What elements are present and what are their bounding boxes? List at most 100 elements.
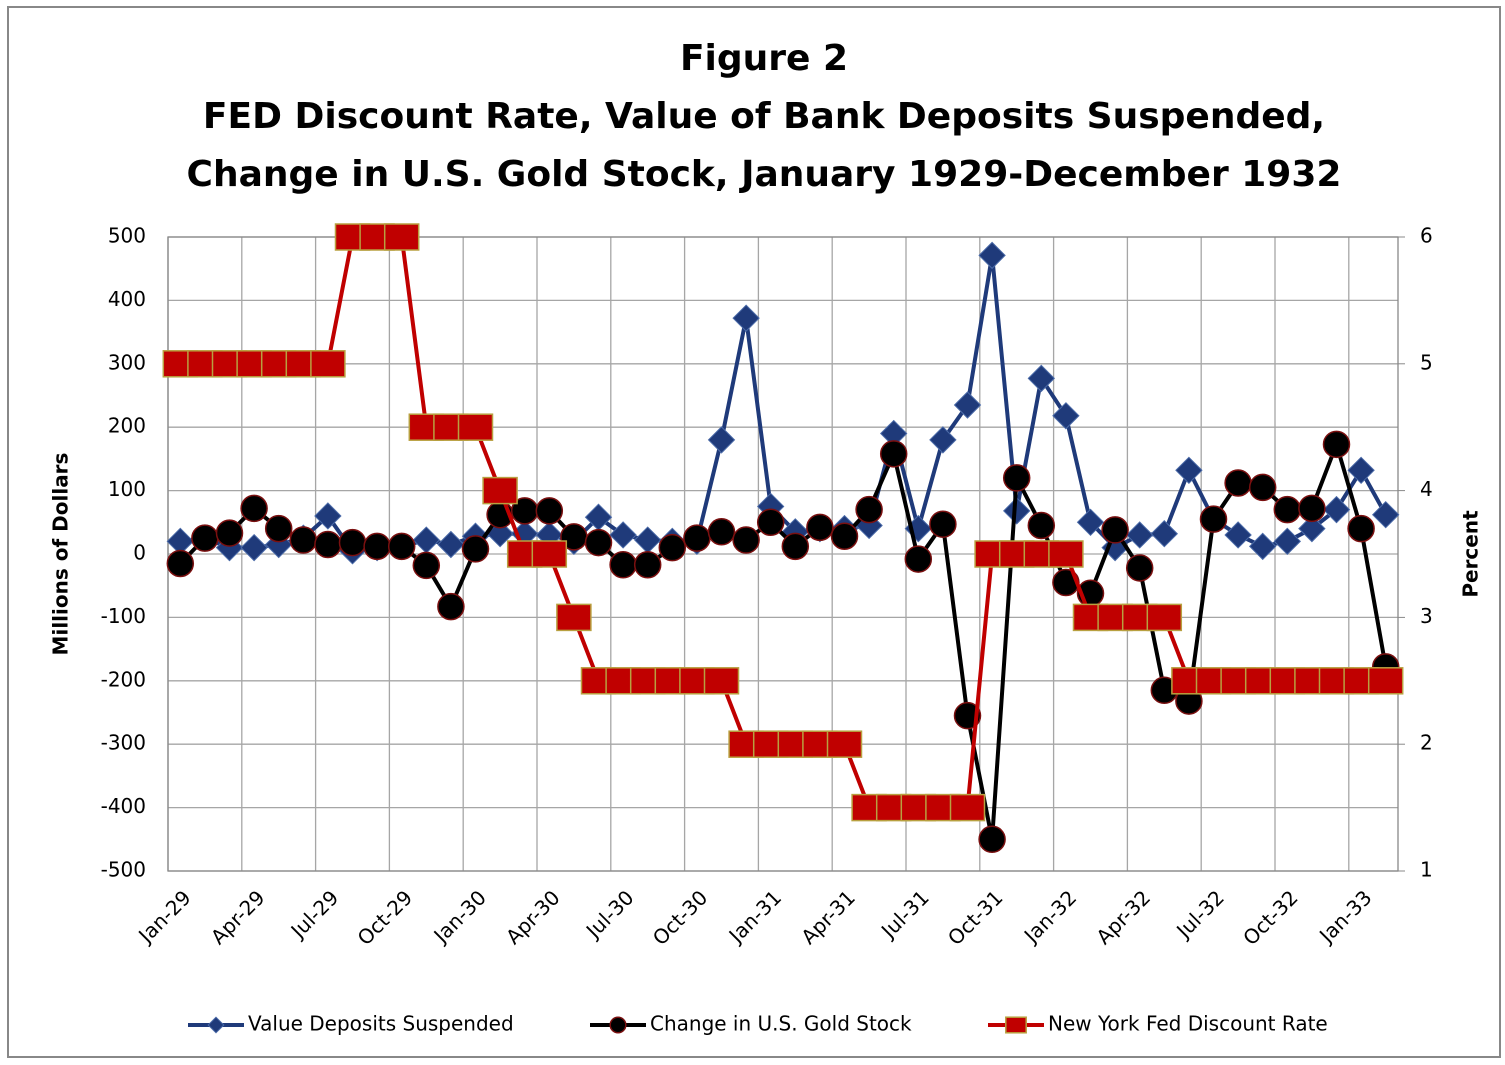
data-point	[584, 528, 613, 557]
chart-title: Figure 2	[680, 38, 848, 79]
data-point	[806, 513, 834, 542]
y-tick-label: 400	[108, 287, 146, 311]
data-point	[904, 545, 933, 573]
y2-tick-label: 4	[1420, 477, 1433, 501]
data-point	[658, 533, 687, 562]
data-point	[383, 223, 420, 251]
chart-subtitle: Change in U.S. Gold Stock, January 1929-…	[187, 154, 1342, 195]
y2-axis-title: Percent	[1459, 510, 1483, 598]
y-tick-label: -100	[101, 604, 146, 628]
data-point	[1150, 520, 1179, 548]
y-tick-label: 0	[133, 541, 146, 565]
data-point	[314, 502, 342, 530]
data-point	[1224, 521, 1252, 549]
data-point	[732, 526, 760, 554]
data-point	[1048, 540, 1084, 568]
data-point	[1002, 464, 1031, 492]
data-point	[535, 497, 564, 525]
data-point	[1347, 514, 1375, 543]
data-point	[363, 532, 391, 561]
y-tick-label: -500	[101, 858, 146, 882]
y-tick-label: 500	[108, 224, 146, 248]
data-point	[531, 540, 568, 568]
data-point	[978, 241, 1006, 270]
y2-tick-label: 1	[1420, 858, 1433, 882]
data-point	[609, 521, 637, 549]
data-point	[412, 551, 441, 580]
data-point	[1224, 469, 1252, 497]
data-point	[609, 551, 637, 579]
legend-marker	[1005, 1016, 1027, 1034]
legend-marker	[609, 1016, 627, 1034]
data-point	[1322, 430, 1351, 459]
data-point	[215, 519, 244, 547]
data-point	[1002, 497, 1031, 525]
data-point	[1175, 456, 1203, 485]
data-point	[1146, 603, 1183, 632]
data-point	[387, 532, 416, 561]
data-point	[1273, 495, 1302, 524]
data-point	[1298, 494, 1326, 523]
legend-label: New York Fed Discount Rate	[1048, 1012, 1328, 1036]
plot-frame	[167, 236, 1399, 872]
data-point	[338, 528, 367, 557]
data-point	[953, 391, 982, 419]
data-point	[461, 535, 490, 563]
data-point	[289, 526, 318, 554]
y2-tick-label: 6	[1420, 224, 1433, 248]
data-point	[191, 524, 219, 552]
y2-tick-label: 5	[1420, 350, 1433, 374]
chart-subtitle: FED Discount Rate, Value of Bank Deposit…	[203, 96, 1325, 137]
data-point	[437, 592, 465, 621]
data-point	[1273, 527, 1302, 556]
data-point	[1125, 521, 1154, 549]
data-point	[879, 440, 908, 468]
data-point	[240, 494, 268, 523]
data-point	[240, 533, 268, 562]
data-point	[781, 532, 810, 561]
data-point	[830, 522, 859, 550]
data-point	[1367, 667, 1404, 695]
data-point	[310, 350, 346, 378]
legend-label: Change in U.S. Gold Stock	[650, 1012, 912, 1036]
data-point	[756, 508, 785, 537]
data-point	[1371, 500, 1400, 529]
data-point	[949, 793, 986, 822]
data-point	[1347, 456, 1375, 485]
legend-marker	[207, 1016, 225, 1034]
data-point	[633, 551, 662, 579]
data-point	[1101, 516, 1129, 544]
data-point	[1298, 514, 1326, 543]
data-point	[683, 524, 711, 552]
y-tick-label: -300	[101, 731, 146, 755]
data-point	[264, 514, 293, 543]
data-point	[1248, 473, 1277, 502]
data-point	[1052, 402, 1080, 430]
data-point	[1248, 532, 1277, 561]
data-point	[437, 530, 465, 559]
data-point	[703, 667, 740, 695]
data-point	[1027, 364, 1056, 393]
data-point	[166, 549, 195, 578]
y-tick-label: 300	[108, 350, 146, 374]
data-point	[978, 825, 1006, 854]
data-point	[1199, 505, 1228, 533]
data-point	[1027, 511, 1056, 540]
data-point	[855, 495, 883, 524]
data-point	[314, 530, 342, 559]
y-axis-title: Millions of Dollars	[49, 453, 73, 656]
y2-tick-label: 2	[1420, 731, 1433, 755]
data-point	[556, 603, 592, 632]
legend-label: Value Deposits Suspended	[248, 1012, 514, 1036]
y2-tick-label: 3	[1420, 604, 1433, 628]
data-point	[482, 476, 518, 505]
data-point	[929, 426, 957, 454]
data-point	[1076, 508, 1105, 537]
data-point	[826, 730, 863, 758]
data-point	[457, 413, 494, 441]
data-point	[707, 426, 736, 454]
data-point	[707, 518, 736, 546]
data-point	[1125, 554, 1154, 582]
y-tick-label: 200	[108, 414, 146, 438]
